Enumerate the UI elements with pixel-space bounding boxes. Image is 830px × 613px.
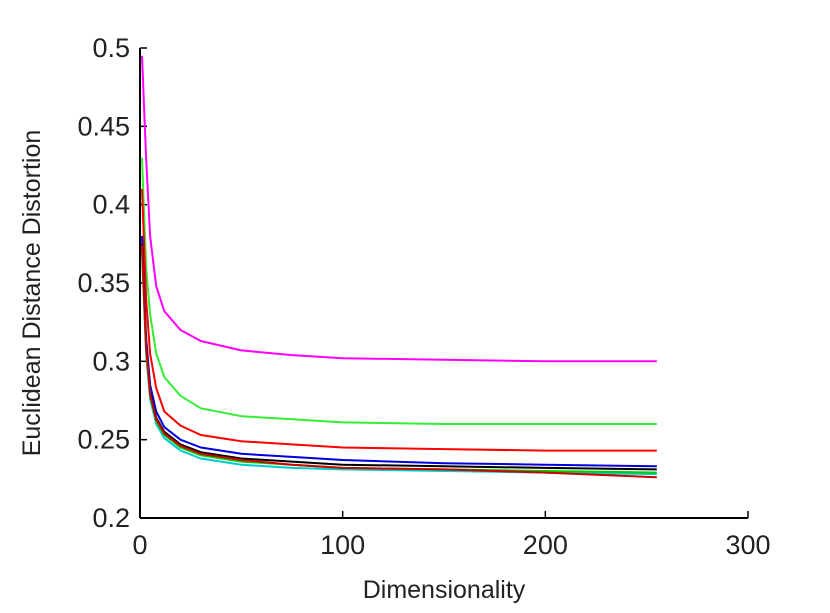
x-axis-label: Dimensionality bbox=[363, 576, 526, 604]
y-axis-label: Euclidean Distance Distortion bbox=[18, 130, 46, 457]
y-tick-label: 0.35 bbox=[77, 268, 130, 298]
x-tick-label: 0 bbox=[132, 530, 147, 560]
y-tick-label: 0.3 bbox=[92, 346, 130, 376]
series-group bbox=[141, 55, 657, 479]
y-tick-label: 0.4 bbox=[92, 190, 130, 220]
x-tick-label: 200 bbox=[523, 530, 568, 560]
series-line-1 bbox=[141, 55, 657, 363]
x-tick-label: 300 bbox=[725, 530, 770, 560]
series-line-4 bbox=[141, 235, 657, 468]
y-tick-label: 0.25 bbox=[77, 425, 130, 455]
series-line-8 bbox=[141, 245, 657, 479]
series-line-2 bbox=[141, 157, 657, 425]
y-tick-label: 0.5 bbox=[92, 33, 130, 63]
series-line-3 bbox=[141, 188, 657, 452]
y-tick-label: 0.2 bbox=[92, 503, 130, 533]
series-line-5 bbox=[141, 243, 657, 471]
series-line-6 bbox=[141, 251, 657, 476]
y-tick-label: 0.45 bbox=[77, 111, 130, 141]
axes bbox=[139, 48, 748, 519]
x-tick-label: 100 bbox=[320, 530, 365, 560]
ticks: 0.2 0.25 0.3 0.35 0.4 0.45 0.5 0 100 200 300 bbox=[77, 33, 770, 560]
